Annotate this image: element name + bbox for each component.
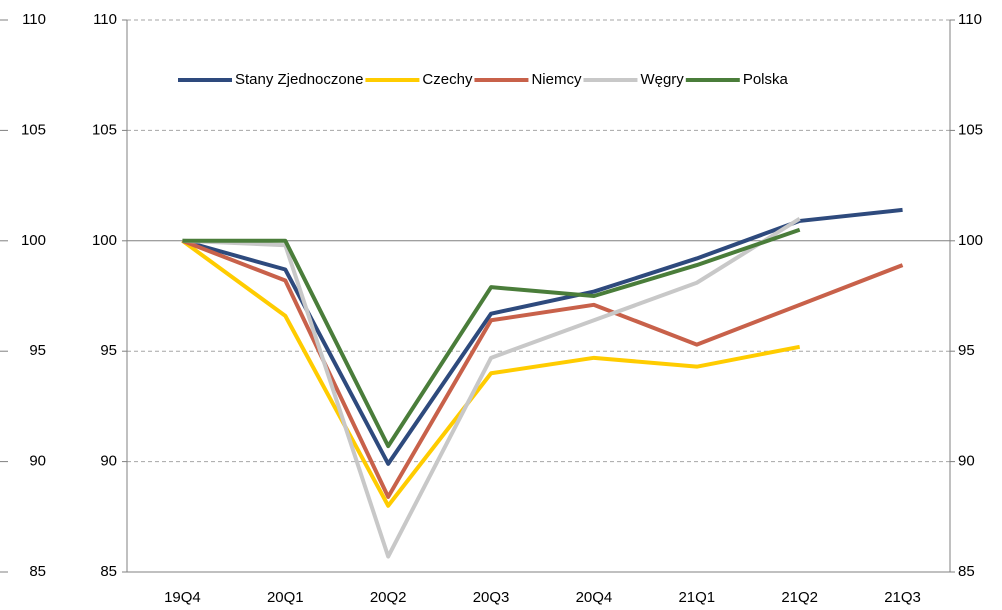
x-tick-label: 20Q4: [576, 589, 613, 606]
y-tick-label: 110: [93, 11, 117, 28]
x-tick-label: 20Q1: [267, 589, 304, 606]
series-line: [182, 227, 801, 449]
legend-label: Polska: [743, 71, 789, 88]
y2-tick-label: 85: [958, 563, 975, 580]
y-tick-label: 90: [29, 453, 46, 470]
legend-label: Stany Zjednoczone: [235, 71, 363, 88]
x-tick-label: 21Q2: [781, 589, 818, 606]
legend-label: Czechy: [422, 71, 473, 88]
x-tick-label: 20Q3: [473, 589, 510, 606]
x-tick-label: 21Q1: [678, 589, 715, 606]
x-tick-label: 19Q4: [164, 589, 201, 606]
y2-tick-label: 95: [958, 342, 975, 359]
y-tick-label: 110: [22, 11, 46, 28]
legend-label: Niemcy: [531, 71, 582, 88]
y-tick-label: 85: [100, 563, 117, 580]
y2-tick-label: 110: [958, 11, 982, 28]
y2-tick-label: 100: [958, 232, 983, 249]
y-tick-label: 105: [92, 121, 117, 138]
y2-tick-label: 105: [958, 121, 983, 138]
y-tick-label: 85: [29, 563, 46, 580]
series-line: [182, 217, 801, 559]
series-line: [181, 239, 801, 508]
y-tick-label: 105: [21, 121, 46, 138]
series-line: [181, 238, 904, 499]
x-tick-label: 21Q3: [884, 589, 921, 606]
y-tick-label: 100: [21, 232, 46, 249]
y-tick-label: 95: [29, 342, 46, 359]
y-tick-label: 90: [100, 453, 117, 470]
y-tick-label: 100: [92, 232, 117, 249]
y2-tick-label: 90: [958, 453, 975, 470]
legend-label: Węgry: [640, 71, 684, 88]
y-tick-label: 95: [100, 342, 117, 359]
x-tick-label: 20Q2: [370, 589, 407, 606]
